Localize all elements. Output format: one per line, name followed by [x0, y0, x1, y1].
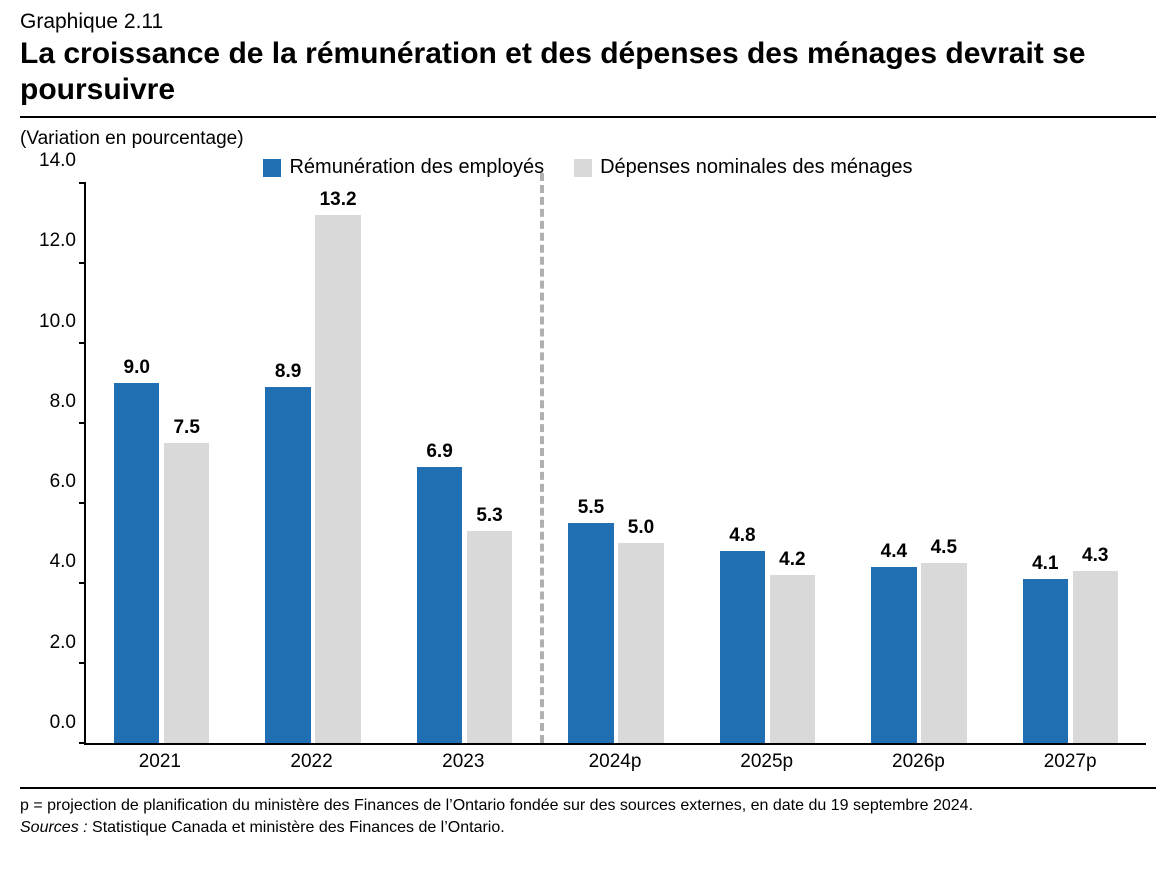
- x-tick-label: 2026p: [892, 751, 945, 773]
- legend-swatch-series2: [574, 159, 592, 177]
- bar-value-label: 4.1: [1023, 553, 1068, 575]
- y-axis: 0.02.04.06.08.010.012.014.0: [30, 183, 84, 773]
- bar: 4.5: [921, 563, 966, 743]
- chart-container: Graphique 2.11 La croissance de la rémun…: [0, 0, 1176, 848]
- bar-value-label: 4.2: [770, 549, 815, 571]
- bar: 6.9: [417, 467, 462, 743]
- y-tick-mark: [79, 262, 86, 264]
- x-tick-label: 2025p: [740, 751, 793, 773]
- legend-item-series1: Rémunération des employés: [263, 156, 544, 179]
- y-tick-mark: [79, 742, 86, 744]
- bar-value-label: 9.0: [114, 357, 159, 379]
- bar: 4.1: [1023, 579, 1068, 743]
- bar-value-label: 4.8: [720, 525, 765, 547]
- y-tick-label: 8.0: [50, 391, 76, 413]
- bar: 5.5: [568, 523, 613, 743]
- y-tick-mark: [79, 662, 86, 664]
- bar: 4.3: [1073, 571, 1118, 743]
- y-tick-label: 14.0: [39, 150, 76, 172]
- bar-value-label: 8.9: [265, 361, 310, 383]
- y-tick-label: 12.0: [39, 230, 76, 252]
- bar: 5.3: [467, 531, 512, 743]
- bar-group: 6.95.3: [389, 183, 540, 743]
- legend-item-series2: Dépenses nominales des ménages: [574, 156, 912, 179]
- bar: 13.2: [315, 215, 360, 743]
- x-tick-label: 2023: [442, 751, 484, 773]
- y-tick-mark: [79, 502, 86, 504]
- chart-area: 0.02.04.06.08.010.012.014.0 9.07.58.913.…: [30, 183, 1156, 773]
- bar-value-label: 5.0: [618, 517, 663, 539]
- bar: 9.0: [114, 383, 159, 743]
- sources-text: Statistique Canada et ministère des Fina…: [88, 819, 505, 836]
- bar-group: 5.55.0: [540, 183, 691, 743]
- bar-group: 4.14.3: [995, 183, 1146, 743]
- bar-group: 8.913.2: [237, 183, 388, 743]
- legend-label-series1: Rémunération des employés: [289, 156, 544, 179]
- chart-title: La croissance de la rémunération et des …: [20, 36, 1156, 108]
- y-tick-mark: [79, 342, 86, 344]
- x-tick-label: 2022: [290, 751, 332, 773]
- sources-label: Sources :: [20, 819, 88, 836]
- y-tick-mark: [79, 582, 86, 584]
- bar: 4.4: [871, 567, 916, 743]
- y-tick-mark: [79, 182, 86, 184]
- bar-value-label: 7.5: [164, 417, 209, 439]
- divider-bottom: [20, 787, 1156, 789]
- bar: 5.0: [618, 543, 663, 743]
- y-tick-label: 0.0: [50, 712, 76, 734]
- bar-value-label: 4.5: [921, 537, 966, 559]
- plot-area: 9.07.58.913.26.95.35.55.04.84.24.44.54.1…: [84, 183, 1146, 745]
- projection-divider: [540, 173, 544, 743]
- x-tick-label: 2024p: [589, 751, 642, 773]
- bar-value-label: 4.4: [871, 541, 916, 563]
- legend: Rémunération des employés Dépenses nomin…: [20, 156, 1156, 179]
- y-tick-label: 6.0: [50, 471, 76, 493]
- y-tick-label: 4.0: [50, 551, 76, 573]
- y-tick-mark: [79, 422, 86, 424]
- bar-value-label: 5.3: [467, 505, 512, 527]
- y-tick-label: 10.0: [39, 311, 76, 333]
- bar-value-label: 6.9: [417, 441, 462, 463]
- x-tick-label: 2027p: [1044, 751, 1097, 773]
- footnote-text: p = projection de planification du minis…: [20, 797, 973, 814]
- bar: 8.9: [265, 387, 310, 743]
- chart-subtitle: (Variation en pourcentage): [20, 128, 1156, 150]
- bar-group: 4.44.5: [843, 183, 994, 743]
- legend-swatch-series1: [263, 159, 281, 177]
- bar-group: 9.07.5: [86, 183, 237, 743]
- chart-supertitle: Graphique 2.11: [20, 10, 1156, 34]
- bar-value-label: 4.3: [1073, 545, 1118, 567]
- x-axis-labels: 2021 2022 2023 2024p 2025p 2026p 2027p: [84, 749, 1146, 773]
- x-tick-label: 2021: [139, 751, 181, 773]
- legend-label-series2: Dépenses nominales des ménages: [600, 156, 912, 179]
- bar-group: 4.84.2: [692, 183, 843, 743]
- divider-top: [20, 116, 1156, 118]
- bar: 4.8: [720, 551, 765, 743]
- y-tick-label: 2.0: [50, 632, 76, 654]
- bar: 7.5: [164, 443, 209, 743]
- bar-value-label: 13.2: [315, 189, 360, 211]
- bar-value-label: 5.5: [568, 497, 613, 519]
- footnote: p = projection de planification du minis…: [20, 795, 1156, 838]
- bar: 4.2: [770, 575, 815, 743]
